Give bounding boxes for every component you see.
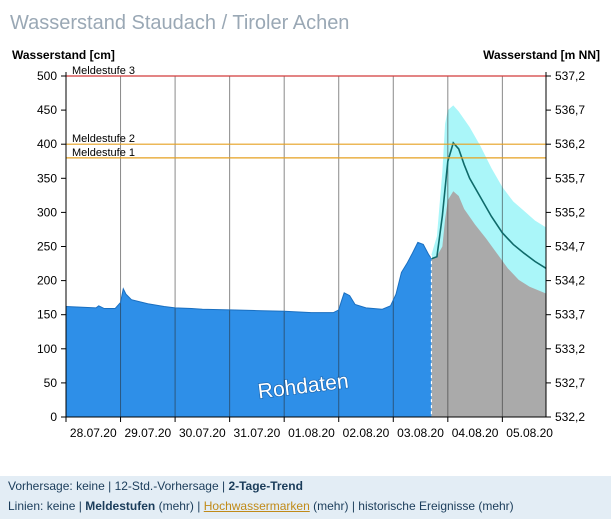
x-tick-label: 03.08.20: [397, 426, 444, 440]
forecast-median-line: [431, 141, 547, 270]
lines-hochwassermarken-link[interactable]: Hochwassermarken: [203, 499, 310, 513]
y-tick-label-right: 533,7: [555, 308, 585, 322]
measured-area: [66, 242, 432, 417]
y-tick-label-left: 50: [44, 376, 58, 390]
y-tick-label-left: 0: [50, 410, 57, 424]
lines-label: Linien:: [8, 499, 44, 513]
y-tick-label-left: 500: [37, 69, 57, 83]
lines-meldestufen-link[interactable]: Meldestufen: [85, 499, 156, 513]
lines-options-row: Linien: keine | Meldestufen (mehr) | Hoc…: [8, 499, 514, 513]
page-title: Wasserstand Staudach / Tiroler Achen: [10, 12, 350, 34]
forecast-label: Vorhersage:: [8, 479, 73, 493]
y-tick-label-right: 537,2: [555, 69, 585, 83]
y-tick-label-left: 450: [37, 103, 57, 117]
y-tick-label-left: 300: [37, 205, 57, 219]
threshold-label-3: Meldestufe 1: [72, 147, 135, 159]
left-axis-label: Wasserstand [cm]: [12, 48, 115, 62]
right-axis-label: Wasserstand [m NN]: [483, 48, 600, 62]
separator: |: [351, 499, 355, 513]
x-tick-label: 28.07.20: [70, 426, 117, 440]
lines-historische-link[interactable]: historische Ereignisse: [358, 499, 475, 513]
separator: |: [78, 499, 82, 513]
x-tick-label: 29.07.20: [124, 426, 171, 440]
threshold-label-1: Meldestufe 3: [72, 65, 135, 77]
x-tick-label: 01.08.20: [288, 426, 335, 440]
y-tick-label-right: 533,2: [555, 342, 585, 356]
y-tick-label-left: 100: [37, 342, 57, 356]
forecast-options-row: Vorhersage: keine | 12-Std.-Vorhersage |…: [8, 479, 303, 493]
forecast-lower-area: [431, 191, 546, 417]
y-tick-label-left: 150: [37, 308, 57, 322]
lines-none-link[interactable]: keine: [46, 499, 76, 513]
y-tick-label-right: 532,7: [555, 376, 585, 390]
hochwassermarken-more-link[interactable]: (mehr): [313, 499, 349, 513]
x-tick-label: 04.08.20: [452, 426, 499, 440]
forecast-none-link[interactable]: keine: [76, 479, 105, 493]
y-tick-label-right: 534,2: [555, 274, 585, 288]
y-tick-label-right: 535,7: [555, 171, 585, 185]
separator: |: [108, 479, 112, 493]
measured-line: [65, 241, 432, 314]
x-tick-label: 02.08.20: [343, 426, 390, 440]
historische-more-link[interactable]: (mehr): [478, 499, 514, 513]
separator: |: [197, 499, 201, 513]
forecast-12h-link[interactable]: 12-Std.-Vorhersage: [114, 479, 219, 493]
meldestufen-more-link[interactable]: (mehr): [158, 499, 194, 513]
x-tick-label: 30.07.20: [179, 426, 226, 440]
footer-bar: Vorhersage: keine | 12-Std.-Vorhersage |…: [0, 476, 611, 519]
threshold-label-2: Meldestufe 2: [72, 133, 135, 145]
y-tick-label-right: 534,7: [555, 240, 585, 254]
y-tick-label-right: 536,2: [555, 137, 585, 151]
water-level-chart: Wasserstand [cm] Wasserstand [m NN] Meld…: [12, 48, 600, 440]
y-tick-label-left: 400: [37, 137, 57, 151]
y-tick-label-left: 250: [37, 240, 57, 254]
y-tick-label-right: 535,2: [555, 205, 585, 219]
separator: |: [221, 479, 226, 493]
y-tick-label-left: 350: [37, 171, 57, 185]
y-tick-label-right: 532,2: [555, 410, 585, 424]
x-tick-label: 31.07.20: [234, 426, 281, 440]
forecast-2day-link[interactable]: 2-Tage-Trend: [228, 479, 303, 493]
y-tick-label-left: 200: [37, 274, 57, 288]
x-tick-label: 05.08.20: [506, 426, 553, 440]
y-tick-label-right: 536,7: [555, 103, 585, 117]
